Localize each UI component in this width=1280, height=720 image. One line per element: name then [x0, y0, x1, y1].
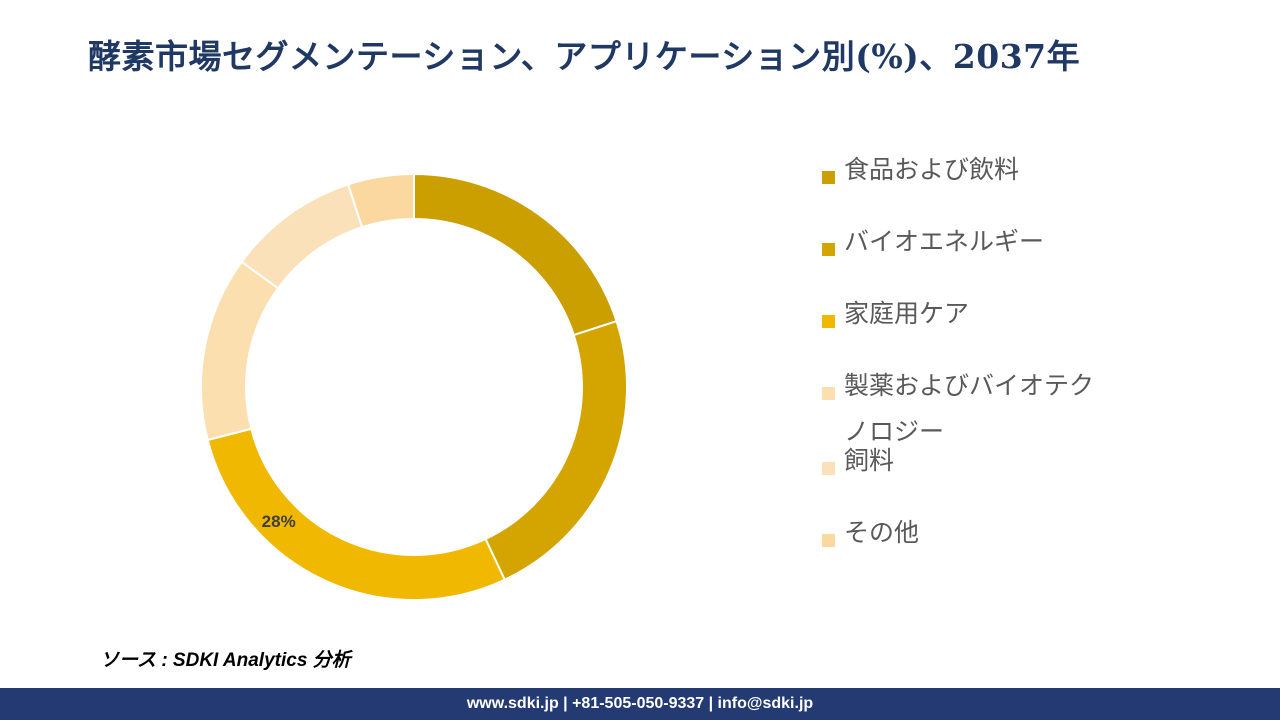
slice-data-label: 28%	[262, 512, 296, 531]
source-note: ソース : SDKI Analytics 分析	[100, 650, 351, 671]
legend-swatch	[822, 243, 835, 256]
donut-slice-5	[240, 183, 364, 290]
legend-swatch	[822, 387, 835, 400]
legend-label: 食品および飲料	[844, 155, 1020, 184]
legend-swatch	[822, 462, 835, 475]
donut-slice-6	[346, 172, 415, 229]
donut-slice-2	[484, 319, 628, 582]
donut-slice-3	[206, 427, 507, 601]
legend-swatch	[822, 315, 835, 328]
legend-swatch	[822, 171, 835, 184]
legend-label: その他	[844, 518, 920, 547]
legend-label: バイオエネルギー	[844, 227, 1045, 256]
legend-label: 製薬およびバイオテクノロジー	[844, 371, 1095, 446]
legend-label: 飼料	[844, 446, 895, 475]
donut-slice-4	[200, 260, 280, 442]
legend-swatch	[822, 534, 835, 547]
donut-slice-1	[413, 172, 618, 337]
footer-contact: www.sdki.jp | +81-505-050-9337 | info@sd…	[466, 695, 814, 712]
legend-label: 家庭用ケア	[844, 299, 970, 328]
footer-bar: www.sdki.jp | +81-505-050-9337 | info@sd…	[0, 688, 1280, 720]
chart-title: 酵素市場セグメンテーション、アプリケーション別(%)、2037年	[88, 37, 1081, 76]
